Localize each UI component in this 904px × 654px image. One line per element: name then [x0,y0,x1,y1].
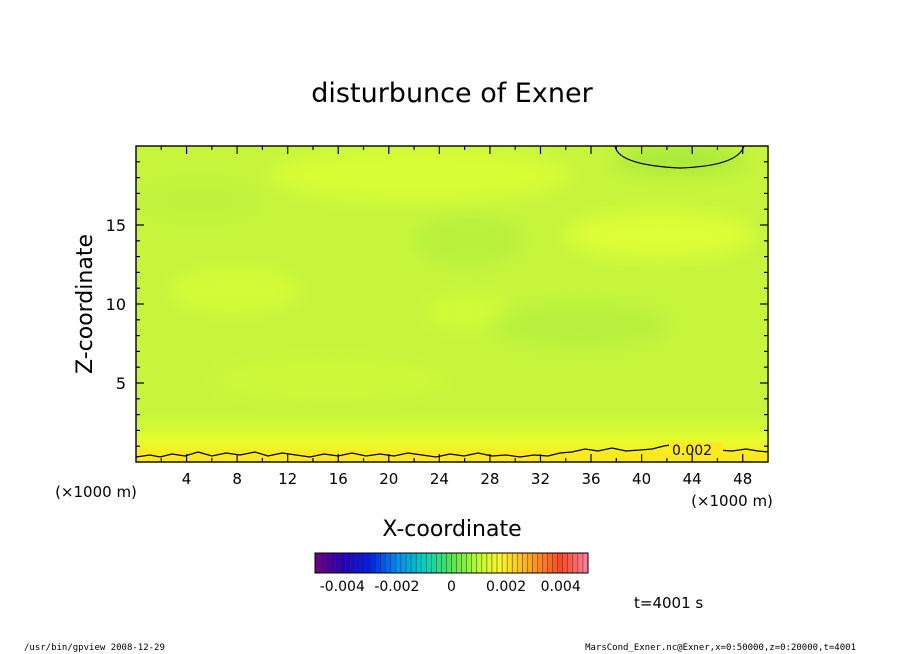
colorbar-tick-label: 0.002 [486,579,526,595]
footer-left: /usr/bin/gpview 2008-12-29 [24,643,165,653]
time-label: t=4001 s [634,594,703,612]
colorbar-swatch [497,553,503,573]
colorbar-swatch [335,553,341,573]
colorbar-swatch [572,553,579,573]
colorbar-swatch [441,553,447,573]
colorbar-tick-label: 0.004 [541,579,581,595]
x-axis-ticks: 4 8 12 16 20 24 28 32 36 40 44 48 [160,146,752,488]
colorbar-swatch [451,553,458,573]
colorbar-swatch [395,553,402,573]
colorbar-swatch [512,553,518,573]
colorbar-swatch [360,553,367,573]
colorbar-swatch [517,553,523,573]
x-tick-label: 36 [581,470,600,488]
colorbar-swatch [380,553,387,573]
colorbar-swatch [436,553,442,573]
colorbar-swatch [355,553,361,573]
y-axis-label: Z-coordinate [73,234,98,374]
colorbar-swatch [582,553,589,573]
x-tick-label: 28 [480,470,499,488]
chart-title: disturbunce of Exner [311,78,593,109]
colorbar-swatch [567,553,574,573]
colorbar-swatch [532,553,538,573]
colorbar-swatch [390,553,397,573]
colorbar [314,553,589,573]
colorbar-swatch [471,553,478,573]
colorbar-swatch [320,553,326,573]
colorbar-swatch [547,553,554,573]
x-tick-label: 24 [430,470,449,488]
colorbar-swatch [481,553,488,573]
x-tick-label: 16 [329,470,348,488]
colorbar-swatch [577,553,584,573]
colorbar-swatch [527,553,533,573]
colorbar-swatch [416,553,422,573]
contour-label-bg [669,442,723,456]
colorbar-swatch [340,553,346,573]
x-tick-label: 8 [232,470,242,488]
colorbar-tick-labels: -0.004 -0.002 0 0.002 0.004 [320,579,581,595]
colorbar-swatch [456,553,463,573]
colorbar-swatch [365,553,372,573]
colorbar-swatch [552,553,559,573]
x-tick-label: 40 [632,470,651,488]
contour-line-top [614,146,745,169]
x-axis-unit: (×1000 m) [691,492,773,510]
colorbar-swatch [350,553,356,573]
colorbar-tick-label: -0.004 [320,579,365,595]
colorbar-swatch [446,553,452,573]
colorbar-swatch [522,553,528,573]
colorbar-swatch [461,553,468,573]
x-tick-label: 48 [733,470,752,488]
colorbar-swatch [330,553,336,573]
colorbar-swatch [315,553,321,573]
colorbar-tick-label: 0 [447,579,456,595]
x-tick-label: 12 [278,470,297,488]
colorbar-swatch [431,553,437,573]
x-axis-label: X-coordinate [382,517,521,542]
colorbar-swatch [562,553,569,573]
colorbar-swatch [411,553,417,573]
colorbar-swatch [491,553,498,573]
colorbar-swatch [325,553,331,573]
x-tick-label: 32 [531,470,550,488]
colorbar-swatch [507,553,513,573]
contour-label: 0.002 [672,443,712,459]
y-tick-label: 10 [106,295,126,314]
colorbar-swatch [542,553,549,573]
colorbar-swatch [476,553,483,573]
colorbar-swatch [345,553,351,573]
x-tick-label: 20 [379,470,398,488]
colorbar-swatch [385,553,392,573]
colorbar-swatch [557,553,564,573]
y-axis-ticks: 5 10 15 [106,161,768,447]
colorbar-swatch [375,553,382,573]
y-axis-unit: (×1000 m) [55,483,137,501]
colorbar-swatch [370,553,377,573]
colorbar-swatch [400,553,407,573]
colorbar-swatch [537,553,543,573]
plot-field [136,146,768,462]
colorbar-swatch [502,553,508,573]
colorbar-swatch [406,553,412,573]
x-tick-label: 44 [683,470,702,488]
colorbar-swatch [486,553,493,573]
colorbar-swatch [466,553,473,573]
colorbar-swatch [421,553,427,573]
colorbar-frame [314,552,589,574]
x-tick-label: 4 [182,470,192,488]
y-tick-label: 5 [116,374,126,393]
colorbar-swatch [426,553,432,573]
colorbar-tick-label: -0.002 [374,579,419,595]
y-tick-label: 15 [106,216,126,235]
footer-right: MarsCond_Exner.nc@Exner,x=0:50000,z=0:20… [585,643,856,653]
